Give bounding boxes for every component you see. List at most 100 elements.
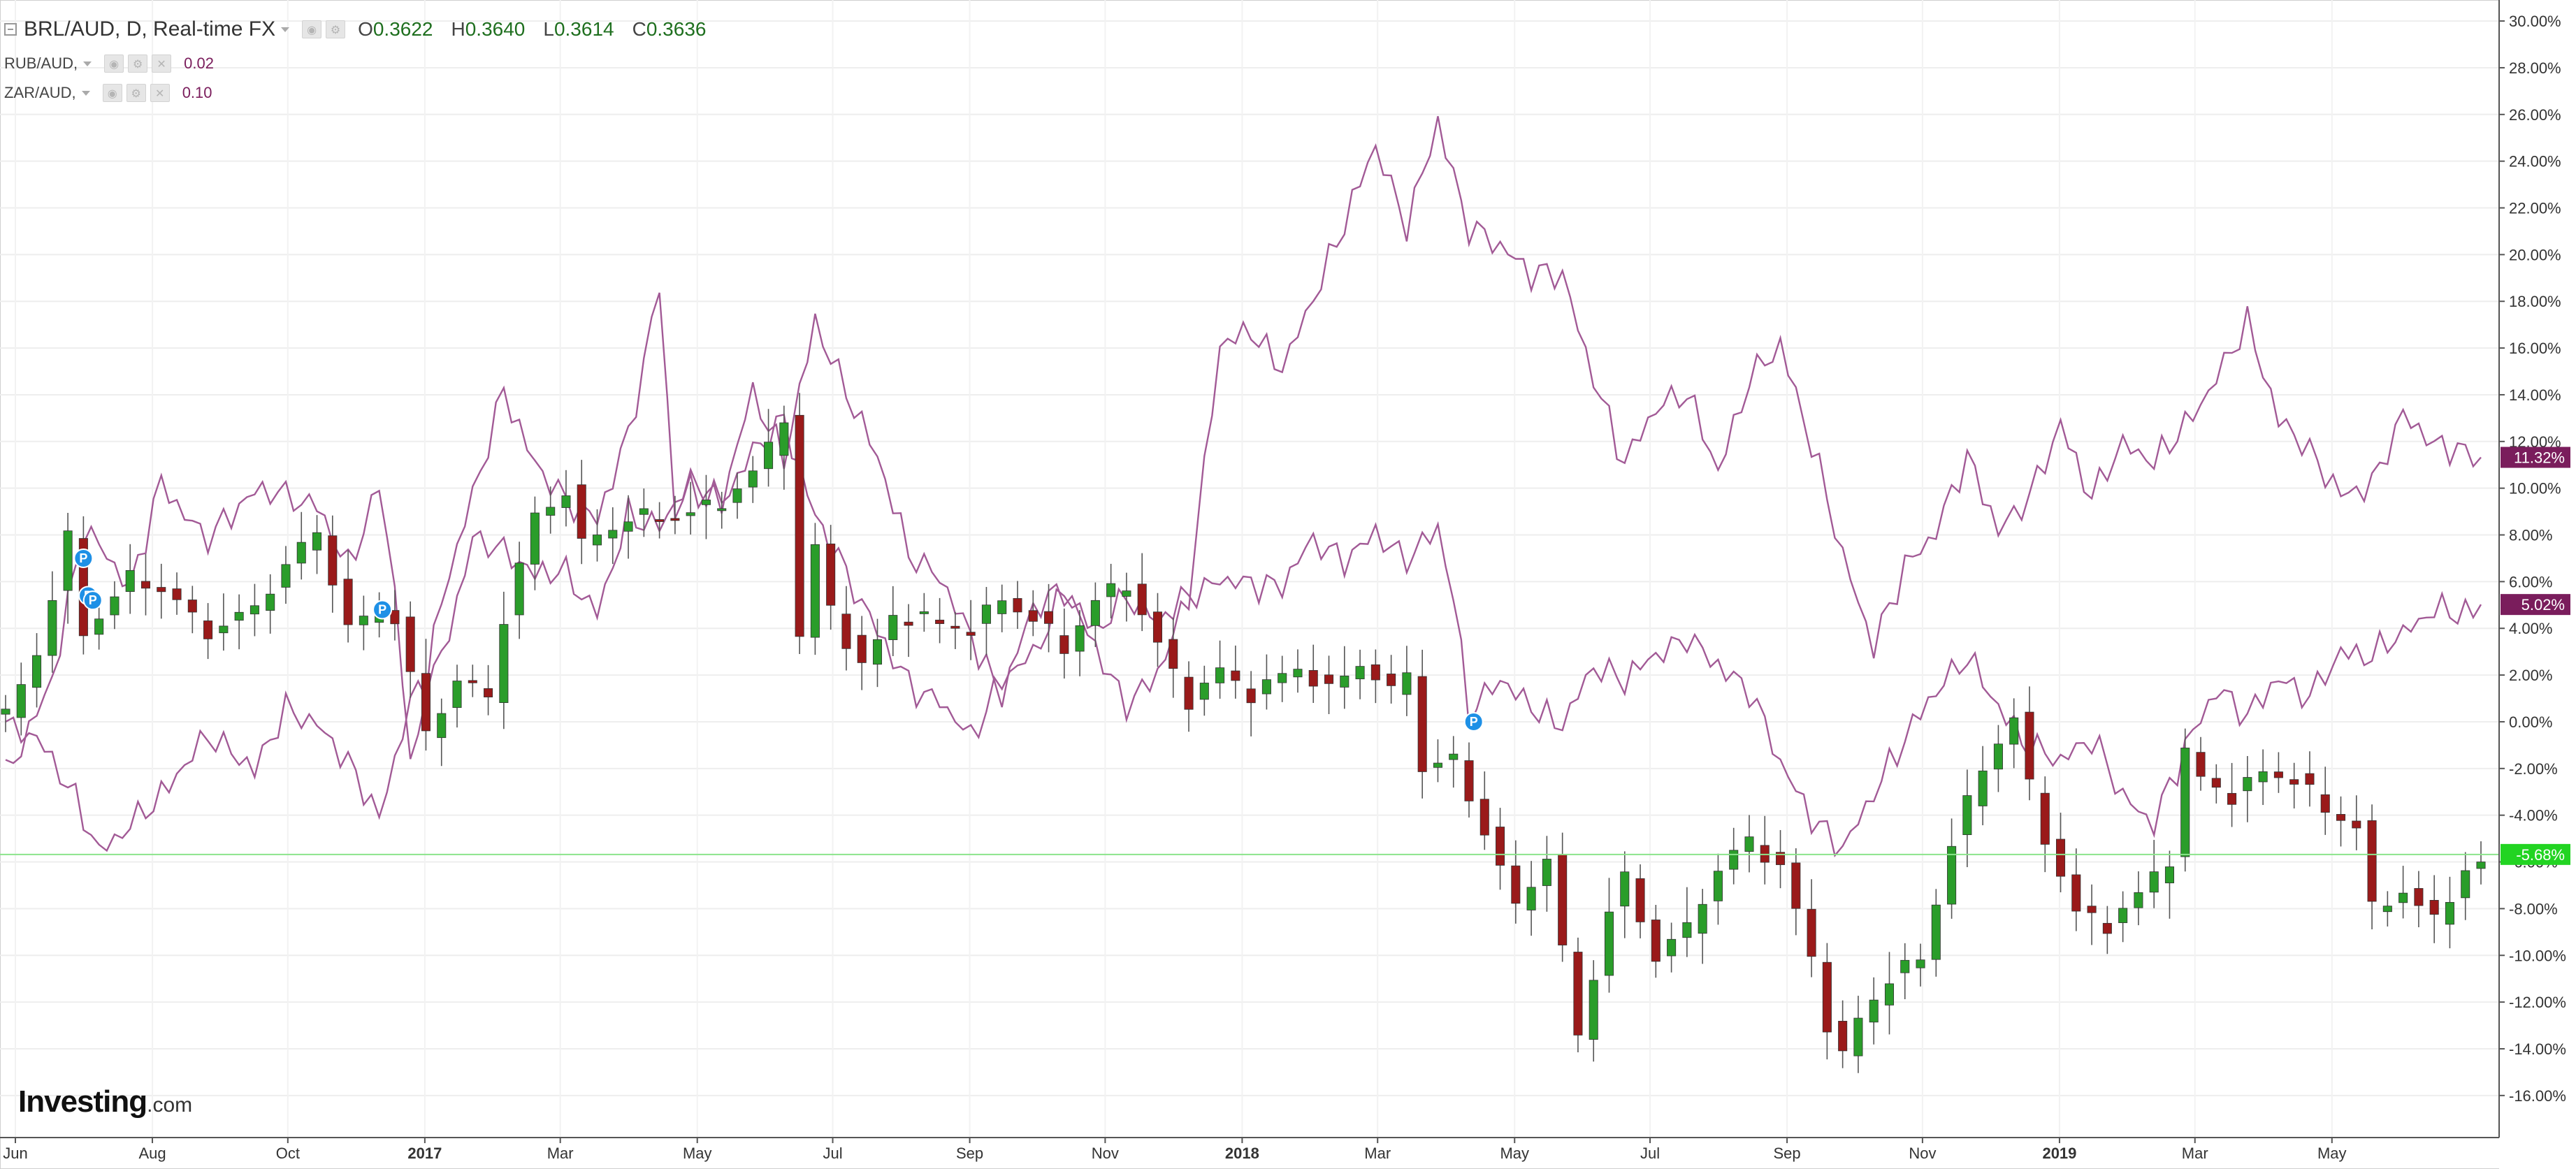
candle-body bbox=[904, 621, 913, 626]
candle-body bbox=[1, 709, 10, 715]
chevron-down-icon[interactable] bbox=[81, 90, 90, 96]
candle-body bbox=[1947, 845, 1957, 905]
candle-body bbox=[1744, 836, 1754, 852]
x-tick-label: Jul bbox=[823, 1145, 842, 1162]
y-axis-panel bbox=[2499, 0, 2576, 1169]
candle-body bbox=[110, 596, 120, 616]
candle-body bbox=[125, 569, 135, 593]
candle-body bbox=[1713, 871, 1723, 901]
candle-body bbox=[1776, 852, 1786, 865]
y-tick-label: -8.00% bbox=[2509, 900, 2558, 917]
candle-body bbox=[1246, 688, 1256, 704]
candle-body bbox=[1916, 959, 1925, 968]
x-tick-label: 2017 bbox=[407, 1145, 442, 1162]
compare-symbol-label[interactable]: ZAR/AUD, bbox=[4, 84, 76, 101]
candle-body bbox=[1370, 664, 1380, 681]
close-icon[interactable]: ✕ bbox=[150, 84, 170, 102]
candle-body bbox=[2149, 871, 2159, 893]
settings-gear-icon[interactable]: ⚙ bbox=[126, 84, 146, 102]
y-tick-label: 8.00% bbox=[2509, 527, 2552, 544]
last-value-badge bbox=[2501, 446, 2570, 468]
candle-body bbox=[1075, 625, 1085, 652]
candle-body bbox=[16, 684, 26, 718]
candle-body bbox=[1215, 667, 1225, 683]
candle-body bbox=[219, 625, 229, 634]
candle-body bbox=[2429, 900, 2439, 915]
candle-body bbox=[1028, 610, 1038, 622]
candle-body bbox=[1308, 670, 1318, 687]
settings-gear-icon[interactable]: ⚙ bbox=[326, 20, 346, 38]
eye-icon[interactable]: ◉ bbox=[102, 84, 122, 102]
candle-body bbox=[468, 680, 477, 683]
y-tick-label: -4.00% bbox=[2509, 807, 2558, 825]
candle-body bbox=[1791, 862, 1801, 909]
event-marker-label: P bbox=[378, 603, 386, 617]
candle-body bbox=[1822, 961, 1832, 1033]
candle-body bbox=[1604, 911, 1614, 976]
collapse-icon[interactable] bbox=[4, 23, 17, 36]
main-symbol-label[interactable]: BRL/AUD, D, Real-time FX bbox=[24, 17, 276, 41]
candle-body bbox=[1168, 639, 1178, 669]
candle-body bbox=[577, 484, 586, 539]
candle-body bbox=[1479, 799, 1489, 836]
x-tick-label: Mar bbox=[547, 1145, 574, 1162]
chevron-down-icon[interactable] bbox=[83, 61, 92, 66]
candle-body bbox=[2445, 901, 2454, 925]
event-marker-icon bbox=[82, 590, 103, 611]
candle-body bbox=[561, 495, 571, 508]
candle-body bbox=[1184, 676, 1194, 710]
candle-body bbox=[266, 593, 275, 611]
candle-body bbox=[2414, 888, 2424, 906]
candle-body bbox=[764, 442, 774, 470]
candle-body bbox=[2134, 892, 2143, 908]
chevron-down-icon[interactable] bbox=[281, 27, 290, 32]
x-tick-label: Jul bbox=[1640, 1145, 1660, 1162]
candle-body bbox=[2382, 906, 2392, 913]
candle-body bbox=[499, 624, 509, 704]
candle-body bbox=[1106, 583, 1116, 597]
candle-body bbox=[94, 618, 104, 635]
y-tick-label: 26.00% bbox=[2509, 106, 2561, 124]
close-icon[interactable]: ✕ bbox=[152, 55, 172, 73]
candle-body bbox=[686, 512, 695, 516]
candle-body bbox=[748, 470, 758, 488]
candle-body bbox=[2196, 752, 2206, 777]
candle-body bbox=[1449, 753, 1459, 760]
candle-body bbox=[2040, 792, 2050, 845]
candle-body bbox=[919, 611, 929, 614]
candle-body bbox=[2009, 717, 2019, 745]
candle-body bbox=[888, 615, 898, 641]
y-tick-label: 4.00% bbox=[2509, 620, 2552, 637]
candle-body bbox=[872, 639, 883, 665]
candle-body bbox=[1682, 922, 1692, 938]
candle-body bbox=[546, 507, 556, 516]
candle-body bbox=[1558, 854, 1568, 945]
candle-body bbox=[1526, 887, 1536, 910]
x-tick-label: Aug bbox=[138, 1145, 166, 1162]
last-value-badge bbox=[2501, 594, 2570, 616]
high-key: H bbox=[451, 18, 465, 40]
y-tick-label: -2.00% bbox=[2509, 760, 2558, 778]
compare-symbol-label[interactable]: RUB/AUD, bbox=[4, 55, 78, 72]
last-value-badge bbox=[2501, 843, 2570, 865]
event-marker-icon bbox=[372, 600, 393, 620]
candle-body bbox=[841, 613, 851, 649]
candle-body bbox=[1293, 669, 1303, 678]
candle-body bbox=[2258, 771, 2268, 783]
event-marker-label: P bbox=[89, 593, 97, 607]
settings-gear-icon[interactable]: ⚙ bbox=[128, 55, 148, 73]
candle-body bbox=[421, 673, 430, 732]
candle-body bbox=[2289, 779, 2299, 785]
candle-body bbox=[1993, 743, 2003, 770]
eye-icon[interactable]: ◉ bbox=[104, 55, 124, 73]
x-tick-label: Jun bbox=[3, 1145, 27, 1162]
candle-body bbox=[249, 605, 259, 615]
candle-body bbox=[2087, 906, 2097, 913]
event-marker-label: P bbox=[1470, 715, 1478, 729]
ohlc-close: C0.3636 bbox=[632, 18, 707, 41]
candle-body bbox=[2352, 820, 2361, 829]
eye-icon[interactable]: ◉ bbox=[302, 20, 322, 38]
y-tick-label: 30.00% bbox=[2509, 13, 2561, 30]
ohlc-open: O0.3622 bbox=[358, 18, 433, 41]
